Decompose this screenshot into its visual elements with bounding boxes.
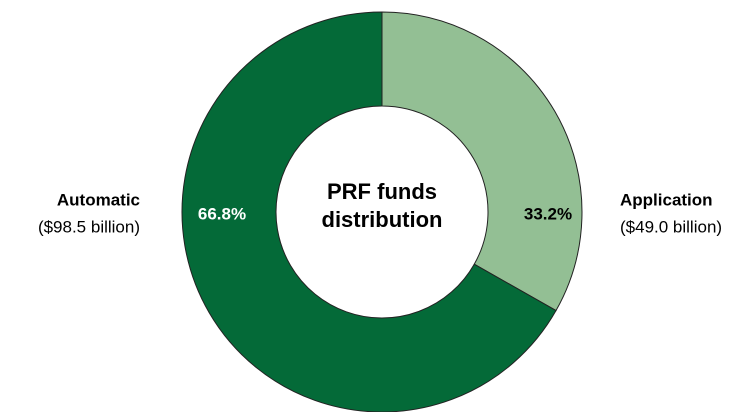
value-label: 33.2% bbox=[524, 204, 572, 223]
donut-slice bbox=[381, 11, 583, 312]
donut-slice bbox=[181, 11, 557, 412]
amount-label: ($49.0 billion) bbox=[620, 217, 722, 236]
amount-label: ($98.5 billion) bbox=[38, 217, 140, 236]
category-label: Automatic bbox=[57, 190, 140, 209]
category-label: Application bbox=[620, 190, 713, 209]
value-label: 66.8% bbox=[198, 204, 246, 223]
chart-title: PRF funds distribution bbox=[321, 179, 443, 232]
